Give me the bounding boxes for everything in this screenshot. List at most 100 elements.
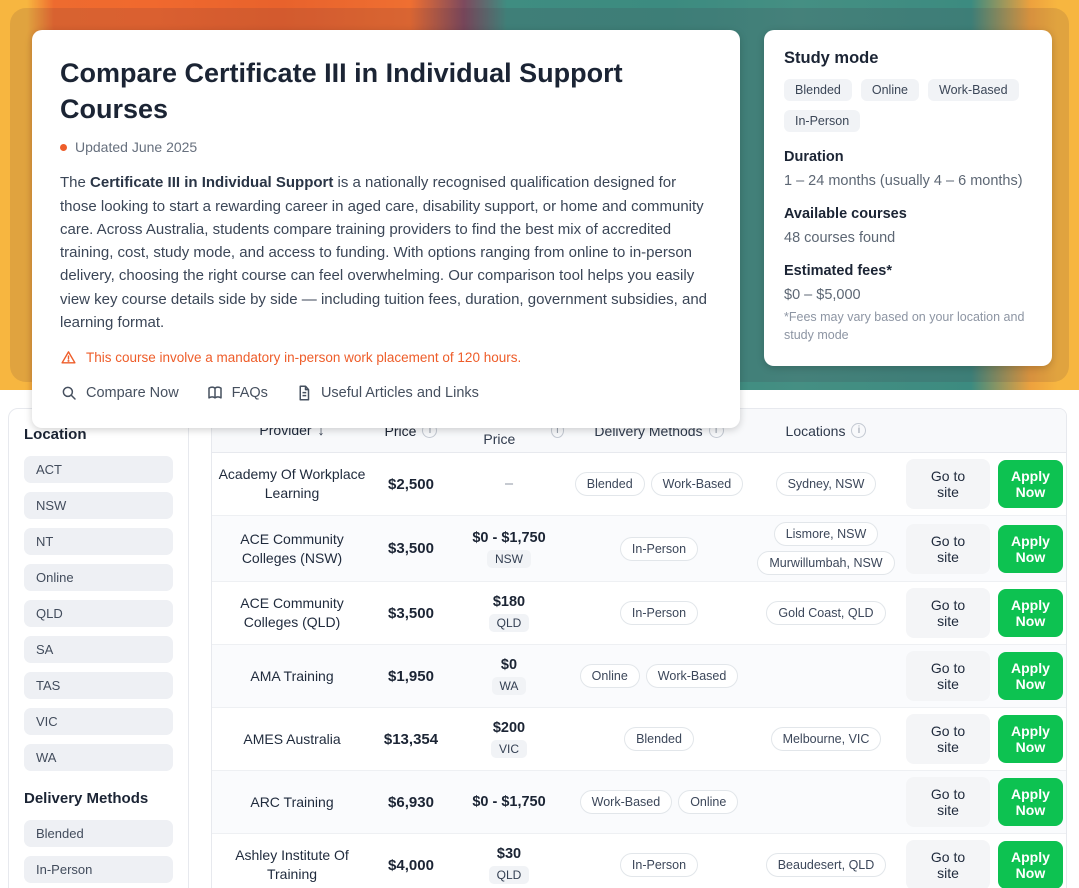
delivery-methods-cell: In-Person	[568, 853, 750, 877]
apply-now-button[interactable]: Apply Now	[998, 778, 1063, 826]
subsidised-price: $0 - $1,750 NSW	[450, 530, 568, 568]
subsidised-price-value: –	[504, 476, 514, 492]
apply-now-cell: Apply Now	[994, 524, 1066, 573]
header-locations-label: Locations	[785, 422, 846, 439]
study-mode-chip: In-Person	[784, 110, 861, 132]
delivery-filter-blended[interactable]: Blended	[24, 820, 173, 847]
delivery-chip: In-Person	[619, 536, 699, 561]
provider-name: ARC Training	[250, 793, 334, 810]
table-row: ACE Community Colleges (QLD) $3,500 $180 QL…	[212, 582, 1066, 645]
course-description: The Certificate III in Individual Suppor…	[60, 171, 712, 334]
go-to-site-button[interactable]: Go to site	[906, 588, 990, 638]
location-filter-sa[interactable]: SA	[24, 636, 173, 663]
duration-value: 1 – 24 months (usually 4 – 6 months)	[784, 173, 1023, 189]
apply-now-cell: Apply Now	[994, 652, 1066, 700]
provider-name: AMA Training	[250, 667, 334, 684]
book-icon	[206, 384, 224, 402]
location-chip: Melbourne, VIC	[770, 727, 882, 751]
delivery-chip: Blended	[624, 727, 694, 751]
table-row: ACE Community Colleges (NSW) $3,500 $0 - $…	[212, 516, 1066, 582]
course-intro-card: Compare Certificate III in Individual Su…	[32, 30, 740, 428]
delivery-chip: Blended	[574, 472, 645, 496]
location-filter-nsw[interactable]: NSW	[24, 492, 173, 519]
subsidised-price-value: $180	[492, 594, 526, 610]
delivery-methods-cell: Blended	[568, 727, 750, 751]
location-chip: Gold Coast, QLD	[766, 601, 886, 625]
price-value: $6,930	[388, 793, 434, 811]
study-mode-chips: Blended Online Work-Based In-Person	[784, 79, 1032, 132]
duration-heading: Duration	[784, 149, 844, 165]
hero-link-useful-articles-and-links[interactable]: Useful Articles and Links	[295, 384, 479, 402]
study-mode-chip: Online	[860, 79, 920, 101]
sort-descending-icon[interactable]: ↓	[317, 422, 325, 439]
go-to-site-button[interactable]: Go to site	[906, 651, 990, 701]
study-mode-chip: Blended	[784, 79, 852, 101]
location-filter-tas[interactable]: TAS	[24, 672, 173, 699]
price-value: $3,500	[388, 540, 434, 557]
apply-now-cell: Apply Now	[994, 841, 1066, 888]
price-value: $4,000	[388, 856, 434, 874]
apply-now-cell: Apply Now	[994, 778, 1066, 826]
updated-text: Updated June 2025	[75, 139, 198, 156]
provider-name: AMES Australia	[243, 730, 341, 747]
subsidised-price-value: $0 - $1,750	[472, 529, 546, 546]
location-filter-list: ACT NSW NT Online QLD SA TAS VIC WA	[24, 456, 173, 771]
price-value: $2,500	[388, 475, 434, 493]
subsidised-price-value: $0	[500, 657, 518, 673]
apply-now-button[interactable]: Apply Now	[998, 524, 1063, 573]
hero-link-faqs[interactable]: FAQs	[206, 384, 268, 402]
go-to-site-button[interactable]: Go to site	[906, 459, 990, 509]
location-filter-vic[interactable]: VIC	[24, 708, 173, 735]
apply-now-button[interactable]: Apply Now	[998, 715, 1063, 763]
price-value: $13,354	[383, 730, 439, 748]
go-to-site-button[interactable]: Go to site	[906, 714, 990, 764]
apply-now-button[interactable]: Apply Now	[998, 460, 1063, 508]
study-mode-chip: Work-Based	[928, 79, 1019, 101]
location-filter-online[interactable]: Online	[24, 564, 173, 591]
location-chip: Beaudesert, QLD	[765, 853, 887, 877]
go-to-site-cell: Go to site	[902, 651, 994, 701]
go-to-site-cell: Go to site	[902, 777, 994, 827]
subsidised-price: $200 VIC	[450, 720, 568, 758]
provider-name: Ashley Institute Of Training	[235, 847, 349, 882]
hero-link-label: FAQs	[231, 385, 268, 401]
apply-now-button[interactable]: Apply Now	[998, 841, 1063, 888]
price-value: $3,500	[388, 604, 434, 622]
location-filter-qld[interactable]: QLD	[24, 600, 173, 627]
delivery-methods-cell: Work-Based Online	[568, 790, 750, 814]
description-rest: is a nationally recognised qualification…	[60, 174, 708, 331]
apply-now-button[interactable]: Apply Now	[998, 652, 1063, 700]
locations-cell: Lismore, NSW Murwillumbah, NSW	[750, 522, 902, 575]
hero-link-compare-now[interactable]: Compare Now	[60, 384, 179, 402]
locations-cell: Gold Coast, QLD	[750, 601, 902, 625]
go-to-site-button[interactable]: Go to site	[906, 840, 990, 888]
delivery-chip: In-Person	[619, 601, 699, 625]
apply-now-button[interactable]: Apply Now	[998, 589, 1063, 637]
provider-name: Academy Of Workplace Learning	[218, 466, 366, 501]
subsidised-price-value: $0 - $1,750	[472, 794, 546, 810]
state-badge: QLD	[488, 614, 530, 632]
location-filter-wa[interactable]: WA	[24, 744, 173, 771]
delivery-filter-in-person[interactable]: In-Person	[24, 856, 173, 883]
delivery-methods-cell: In-Person	[568, 536, 750, 561]
go-to-site-button[interactable]: Go to site	[906, 523, 990, 574]
available-courses-heading: Available courses	[784, 206, 907, 222]
table-row: AMA Training $1,950 $0 WA Online Work-Based Go…	[212, 645, 1066, 708]
filters-sidebar: Location ACT NSW NT Online QLD SA TAS VIC WA Del…	[8, 408, 189, 888]
locations-info-icon[interactable]: i	[851, 423, 867, 438]
subsidised-price: $0 - $1,750	[450, 794, 568, 810]
hero-banner: Compare Certificate III in Individual Su…	[0, 0, 1079, 428]
estimated-fees-value: $0 – $5,000	[784, 287, 861, 303]
price-value: $1,950	[388, 667, 434, 685]
course-summary-card: Study mode Blended Online Work-Based In-Per…	[764, 30, 1052, 366]
go-to-site-button[interactable]: Go to site	[906, 777, 990, 827]
delivery-chip: Work-Based	[650, 472, 744, 496]
updated-dot-icon	[60, 143, 67, 151]
table-body: Academy Of Workplace Learning $2,500 – Blen…	[212, 453, 1066, 888]
state-badge: QLD	[488, 866, 530, 884]
go-to-site-cell: Go to site	[902, 523, 994, 574]
location-chip: Sydney, NSW	[775, 472, 877, 496]
location-filter-act[interactable]: ACT	[24, 456, 173, 483]
location-filter-nt[interactable]: NT	[24, 528, 173, 555]
